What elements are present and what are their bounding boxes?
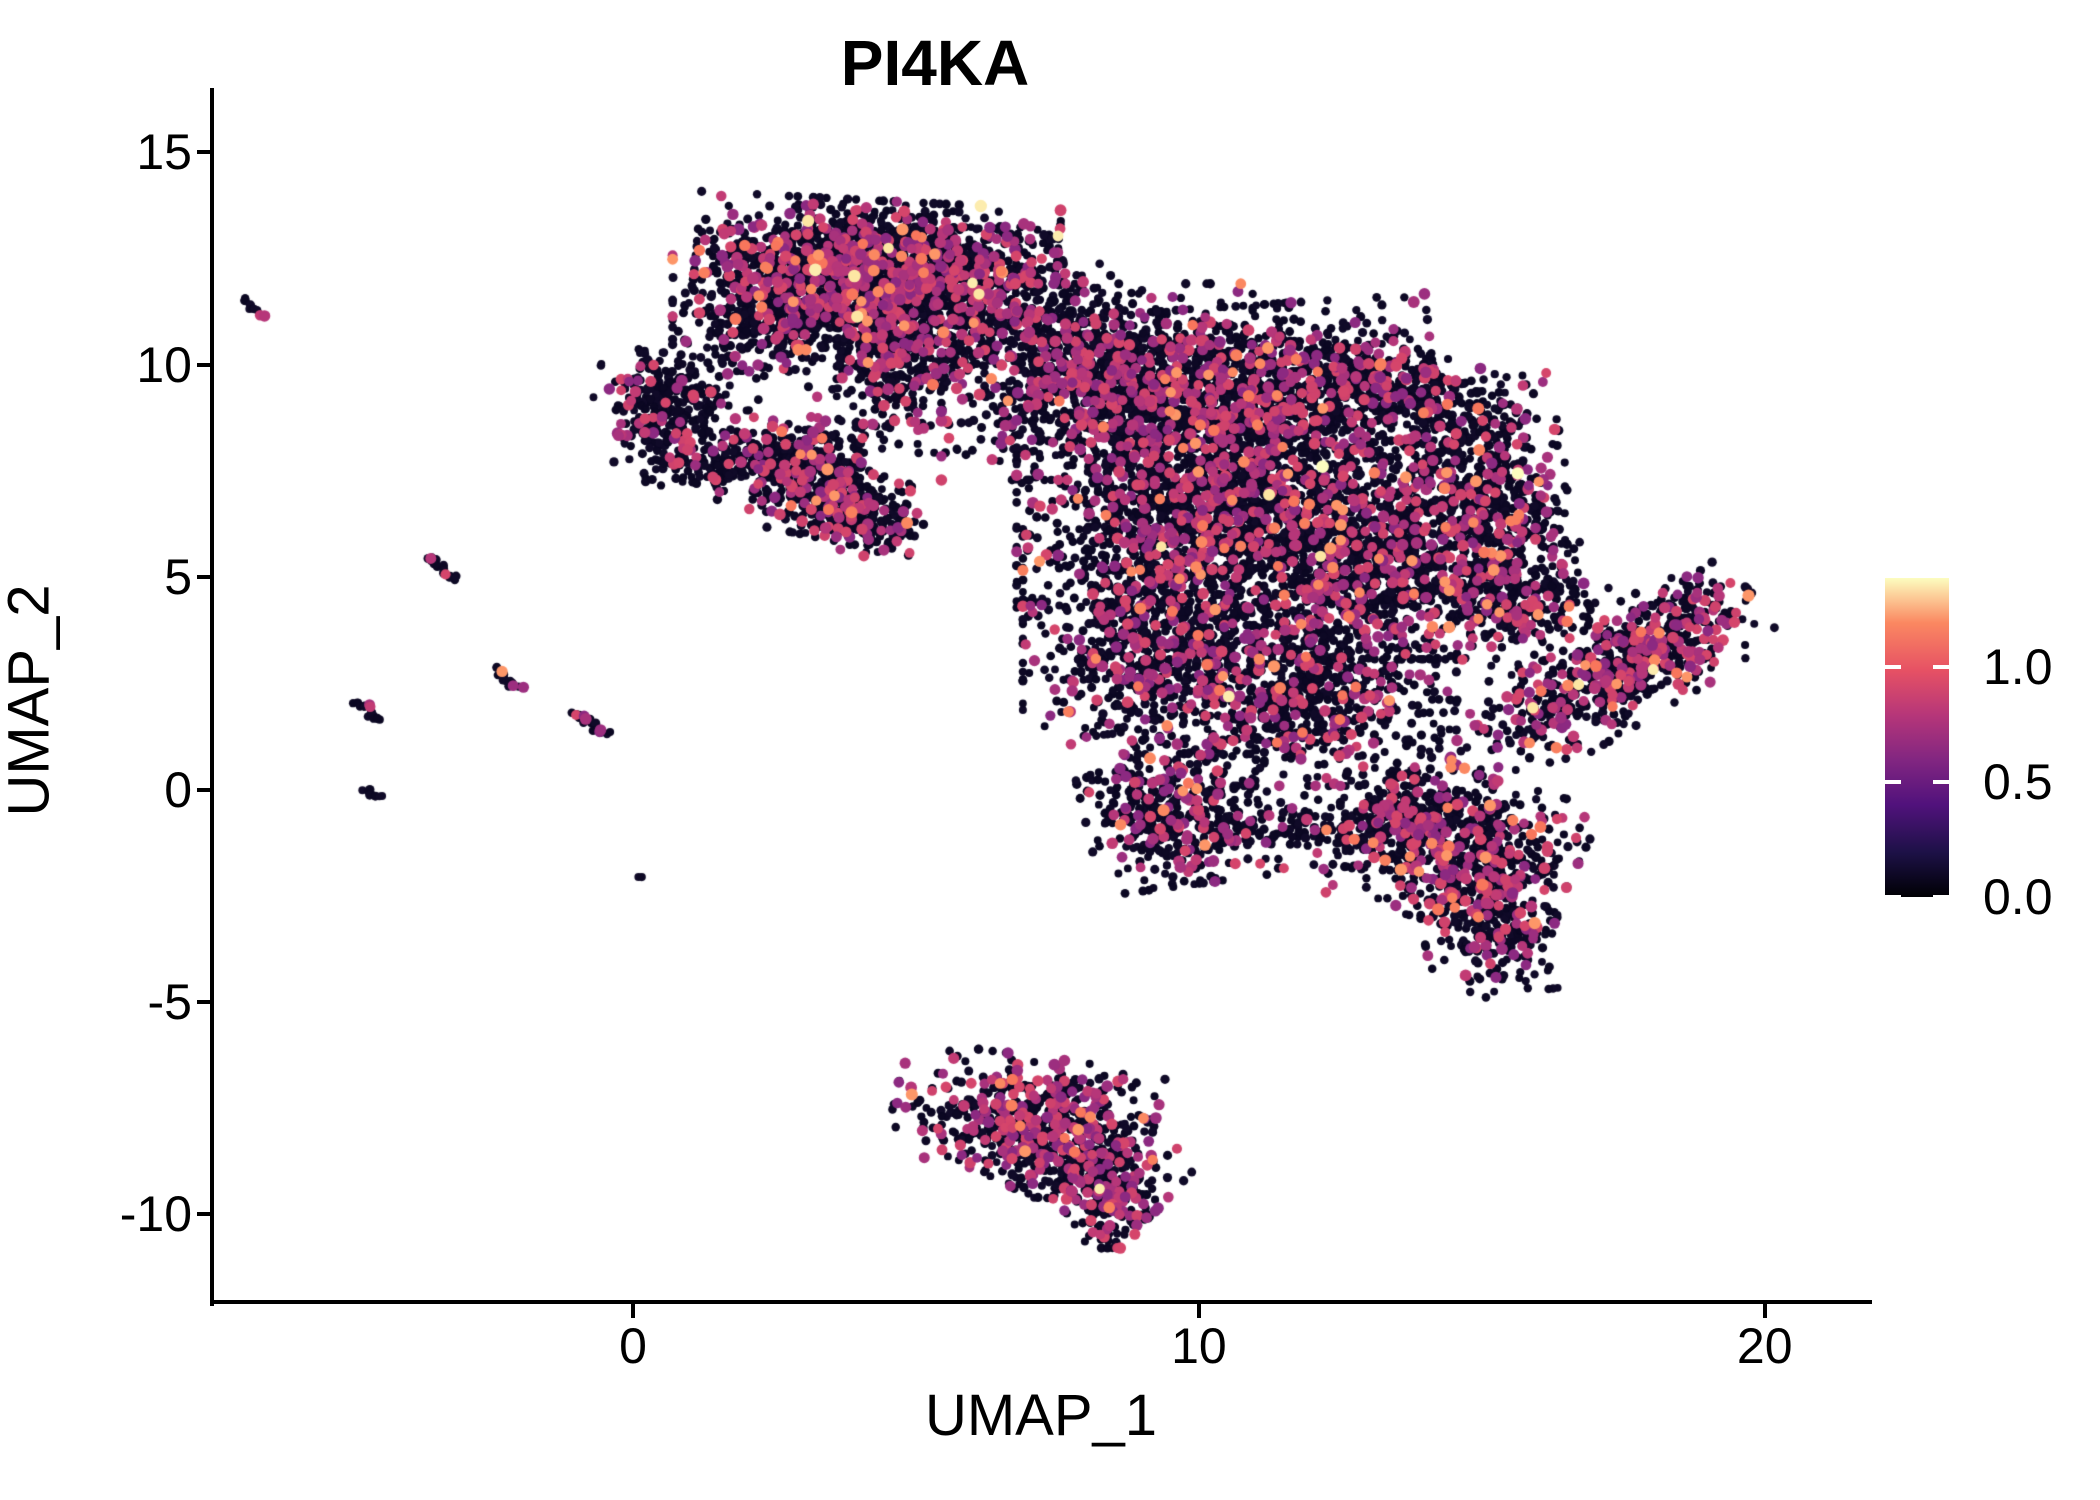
- x-tick-label: 0: [619, 1318, 647, 1374]
- x-tick-mark: [1762, 1304, 1767, 1318]
- x-axis-title: UMAP_1: [924, 1383, 1158, 1448]
- y-tick-label: 5: [164, 549, 192, 606]
- colorbar-tick-label: 0.0: [1983, 869, 2053, 925]
- y-axis-line: [210, 88, 214, 1306]
- y-tick-label: 15: [136, 124, 192, 181]
- y-tick-mark: [197, 575, 211, 580]
- x-tick-label: 20: [1736, 1318, 1793, 1374]
- y-tick-label: 10: [136, 336, 192, 393]
- colorbar-tick-mark: [1885, 665, 1901, 669]
- colorbar-gradient: [1885, 578, 1949, 897]
- colorbar-tick-mark: [1885, 780, 1901, 784]
- y-tick-label: 0: [164, 761, 192, 818]
- x-tick-mark: [631, 1304, 635, 1318]
- y-tick-mark: [197, 362, 211, 367]
- y-axis-title: UMAP_2: [0, 584, 62, 817]
- plot-title: PI4KA: [840, 27, 1030, 99]
- x-axis-line: [210, 1300, 1872, 1304]
- x-tick-mark: [1196, 1304, 1201, 1318]
- colorbar-tick-mark: [1885, 895, 1901, 899]
- y-tick-mark: [197, 1212, 211, 1217]
- colorbar-tick-mark: [1933, 665, 1949, 669]
- colorbar-tick-mark: [1933, 895, 1949, 899]
- y-tick-mark: [197, 1000, 211, 1005]
- y-tick-mark: [197, 787, 211, 792]
- x-tick-label: 10: [1171, 1318, 1227, 1374]
- y-tick-mark: [197, 150, 211, 155]
- y-tick-label: -10: [119, 1186, 192, 1243]
- colorbar-tick-label: 1.0: [1983, 639, 2053, 695]
- colorbar-tick-mark: [1933, 780, 1949, 784]
- y-tick-label: -5: [147, 974, 192, 1031]
- colorbar-tick-label: 0.5: [1983, 754, 2053, 810]
